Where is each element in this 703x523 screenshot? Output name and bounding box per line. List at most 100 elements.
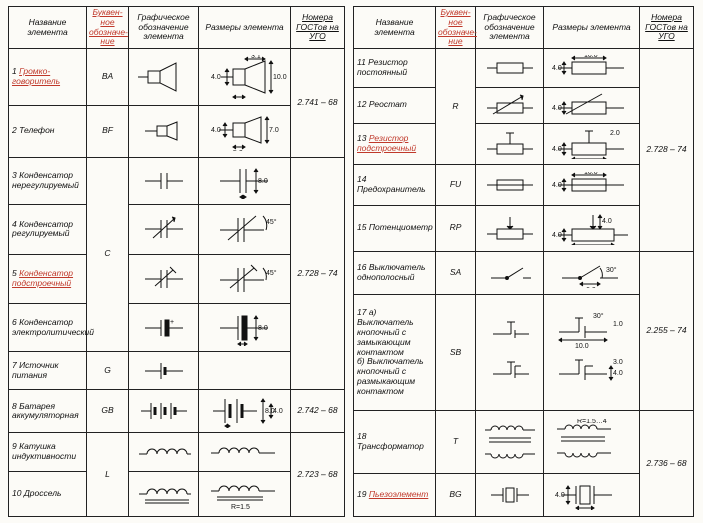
gost-number: 2.255 – 74 [640, 251, 694, 410]
letter-designation: SB [436, 295, 476, 411]
graphic-symbol [476, 123, 544, 164]
element-dimensions: 8.01.5 [199, 157, 291, 204]
hdr-gost: Номера ГОСТов на УГО [640, 7, 694, 49]
hdr-name: Название элемента [9, 7, 87, 49]
graphic-symbol [129, 105, 199, 157]
table-row: 3 Конденсатор нерегулируемыйС8.01.52.728… [9, 157, 345, 204]
letter-designation: FU [436, 164, 476, 205]
graphic-symbol [129, 390, 199, 433]
element-dimensions: 10.04.02.0 [544, 123, 640, 164]
letter-designation: RP [436, 205, 476, 251]
table-row: 1 Громко-говорительBA3.110.06.14.02.741 … [9, 49, 345, 106]
element-name: 4 Конденсатор регулируемый [9, 205, 87, 255]
letter-designation: G [87, 351, 129, 389]
svg-text:10.0: 10.0 [584, 55, 598, 59]
element-dimensions [199, 351, 291, 389]
gost-number: 2.736 – 68 [640, 410, 694, 516]
element-name: 14 Предохранитель [354, 164, 436, 205]
svg-text:4.0: 4.0 [602, 218, 612, 225]
graphic-symbol [476, 295, 544, 411]
gost-number: 2.728 – 74 [291, 157, 345, 390]
element-name: 5 Конденсатор подстроечный [9, 254, 87, 304]
svg-text:8.0: 8.0 [258, 178, 268, 185]
element-name: 1 Громко-говоритель [9, 49, 87, 106]
element-dimensions: R=1.5…4 [544, 410, 640, 473]
element-dimensions: 3.110.06.14.0 [199, 49, 291, 106]
graphic-symbol [476, 87, 544, 123]
svg-text:8.0: 8.0 [258, 325, 268, 332]
graphic-symbol [129, 49, 199, 106]
graphic-symbol [129, 471, 199, 516]
element-name: 10 Дроссель [9, 471, 87, 516]
element-dimensions: R=1.5 [199, 471, 291, 516]
element-dimensions: 10.0 4.0 [544, 164, 640, 205]
svg-text:4.0: 4.0 [613, 370, 623, 377]
header-row: Название элемента Буквен-ное обозначе-ни… [354, 7, 694, 49]
hdr-letter: Буквен-ное обозначе-ние [87, 7, 129, 49]
letter-designation: BA [87, 49, 129, 106]
element-name: 12 Реостат [354, 87, 436, 123]
element-dimensions: 45° [199, 205, 291, 255]
hdr-gost: Номера ГОСТов на УГО [291, 7, 345, 49]
table-row: 16 Выключатель однополосныйSA6.030°2.255… [354, 251, 694, 294]
table-left: Название элемента Буквен-ное обозначе-ни… [8, 6, 345, 517]
letter-designation: BF [87, 105, 129, 157]
letter-designation: SA [436, 251, 476, 294]
graphic-symbol [129, 254, 199, 304]
svg-text:4.0: 4.0 [211, 127, 221, 134]
graphic-symbol [476, 473, 544, 516]
header-row: Название элемента Буквен-ное обозначе-ни… [9, 7, 345, 49]
element-dimensions: 4.04.020.0 [544, 205, 640, 251]
graphic-symbol [476, 164, 544, 205]
svg-text:3.0: 3.0 [613, 359, 623, 366]
svg-text:R=1.5: R=1.5 [231, 504, 250, 511]
graphic-symbol [476, 49, 544, 88]
hdr-size: Размеры элемента [544, 7, 640, 49]
svg-text:4.0: 4.0 [555, 492, 565, 499]
letter-designation: С [87, 157, 129, 351]
table-row: 9 Катушка индуктивностиL2.723 – 68 [9, 433, 345, 471]
element-dimensions [199, 433, 291, 471]
element-name: 11 Резистор постоянный [354, 49, 436, 88]
graphic-symbol [129, 351, 199, 389]
element-dimensions: 8.04.02.0 [199, 390, 291, 433]
gost-number: 2.741 – 68 [291, 49, 345, 157]
svg-text:4.0: 4.0 [273, 408, 283, 415]
svg-text:2.0: 2.0 [610, 130, 620, 137]
hdr-graphic: Графическое обозначение элемента [476, 7, 544, 49]
element-name: 16 Выключатель однополосный [354, 251, 436, 294]
graphic-symbol [129, 205, 199, 255]
element-name: 15 Потенциометр [354, 205, 436, 251]
element-dimensions: 8.01.5 [199, 304, 291, 351]
element-dimensions: 6.030° [544, 251, 640, 294]
element-name: 2 Телефон [9, 105, 87, 157]
table-row: 18 ТрансформаторTR=1.5…42.736 – 68 [354, 410, 694, 473]
hdr-name: Название элемента [354, 7, 436, 49]
svg-text:10.0: 10.0 [273, 74, 287, 81]
svg-text:10.0: 10.0 [584, 172, 598, 176]
svg-text:4.0: 4.0 [211, 74, 221, 81]
graphic-symbol [129, 157, 199, 204]
svg-text:7.0: 7.0 [269, 127, 279, 134]
letter-designation: T [436, 410, 476, 473]
element-name: 8 Батарея аккумуляторная [9, 390, 87, 433]
svg-text:4.0: 4.0 [552, 65, 562, 72]
gost-number: 2.723 – 68 [291, 433, 345, 517]
gost-number: 2.728 – 74 [640, 49, 694, 252]
svg-text:R=1.5…4: R=1.5…4 [577, 419, 607, 425]
element-dimensions: 45° [199, 254, 291, 304]
svg-text:30°: 30° [606, 266, 617, 274]
svg-text:5.0: 5.0 [233, 150, 243, 151]
element-name: 6 Конденсатор электролитический [9, 304, 87, 351]
svg-text:45°: 45° [266, 269, 277, 277]
table-row: 11 Резистор постоянныйR10.04.02.728 – 74 [354, 49, 694, 88]
hdr-graphic: Графическое обозначение элемента [129, 7, 199, 49]
svg-text:4.0: 4.0 [552, 105, 562, 112]
element-name: 17 а) Выключатель кнопочный с замыкающим… [354, 295, 436, 411]
graphic-symbol [129, 433, 199, 471]
svg-text:30°: 30° [593, 312, 604, 320]
hdr-size: Размеры элемента [199, 7, 291, 49]
svg-text:4.0: 4.0 [552, 182, 562, 189]
svg-text:4.0: 4.0 [552, 232, 562, 239]
element-name: 13 Резистор подстроечный [354, 123, 436, 164]
